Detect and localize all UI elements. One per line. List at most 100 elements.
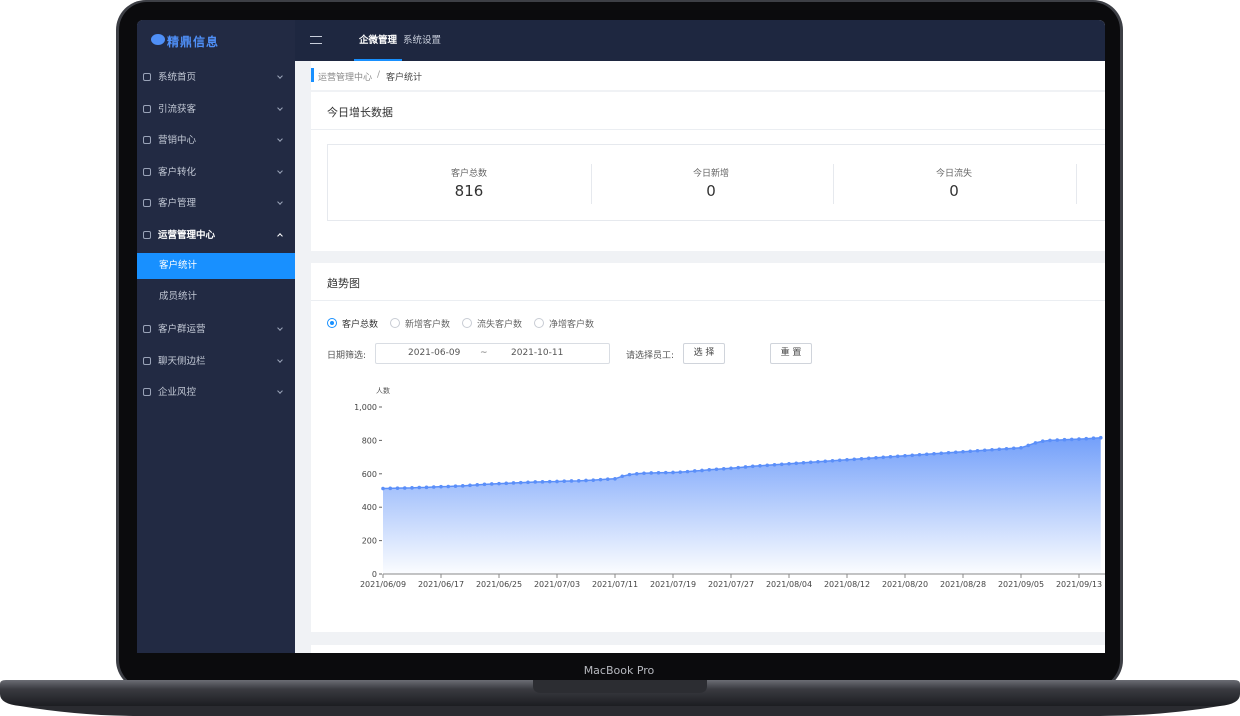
- radio-label[interactable]: 客户总数: [342, 320, 379, 330]
- point: [932, 451, 936, 456]
- divider: [311, 129, 1105, 130]
- date-start: 2021-06-09: [408, 348, 461, 358]
- point: [765, 463, 770, 468]
- menu-item[interactable]: 企业风控: [137, 379, 295, 406]
- line: [382, 436, 1101, 490]
- brand: 精鼎信息: [167, 35, 220, 49]
- radio-label[interactable]: 净增客户数: [549, 320, 595, 330]
- stat-value: 816: [454, 182, 484, 200]
- nav-tab[interactable]: 企微管理: [354, 20, 403, 61]
- point: [714, 467, 719, 472]
- menu-item[interactable]: 系统首页: [137, 64, 295, 91]
- submenu-item[interactable]: 客户统计: [137, 252, 295, 279]
- y-tick-label: 0: [372, 570, 377, 579]
- point: [1077, 437, 1081, 441]
- point: [895, 454, 900, 459]
- sidebar: [137, 20, 295, 653]
- point: [845, 457, 849, 462]
- menu-item[interactable]: 客户转化: [137, 159, 295, 186]
- y-tick-label: 1,000: [354, 403, 377, 412]
- date-separator: ~: [480, 348, 488, 358]
- point: [388, 486, 393, 491]
- point: [381, 486, 385, 491]
- divider: [311, 300, 1105, 301]
- point: [605, 477, 610, 481]
- point: [410, 486, 414, 490]
- point: [743, 465, 748, 469]
- point: [417, 485, 422, 490]
- point: [620, 474, 625, 479]
- logo-icon: [151, 34, 165, 45]
- point: [1026, 443, 1031, 448]
- menu-item[interactable]: 客户群运营: [137, 316, 295, 343]
- menu-label: 营销中心: [158, 135, 197, 146]
- point: [540, 480, 545, 484]
- menu-item[interactable]: 客户管理: [137, 190, 295, 217]
- point: [453, 484, 458, 488]
- trend-chart: 人数 0 200 400 600 800 1,000 2021/06/09 2021/06/17…: [354, 386, 1105, 589]
- point: [1091, 436, 1096, 441]
- menu-label: 引流获客: [158, 103, 197, 115]
- point: [1069, 437, 1074, 442]
- breadcrumb-marker: [311, 68, 314, 82]
- breadcrumb-item: 客户统计: [386, 73, 423, 83]
- point: [1055, 438, 1060, 442]
- breadcrumb-item[interactable]: 运营管理中心: [318, 73, 373, 83]
- point: [917, 452, 922, 457]
- point: [779, 462, 784, 467]
- radio-label[interactable]: 新增客户数: [405, 320, 451, 330]
- point: [801, 460, 806, 465]
- radio[interactable]: [327, 318, 337, 328]
- date-range[interactable]: [375, 343, 610, 364]
- point: [526, 480, 530, 485]
- x-tick-label: 2021/07/11: [592, 580, 638, 589]
- point: [678, 470, 683, 474]
- menu-item[interactable]: 营销中心: [137, 127, 295, 154]
- point: [1011, 446, 1016, 451]
- menu-item[interactable]: 引流获客: [137, 96, 295, 123]
- point: [1004, 446, 1009, 451]
- point: [772, 462, 777, 467]
- point: [859, 456, 864, 461]
- point: [1033, 441, 1038, 445]
- filter-label: 日期筛选:: [327, 351, 367, 361]
- stat-divider: [1076, 164, 1077, 204]
- point: [504, 481, 509, 486]
- point: [1019, 445, 1023, 450]
- point: [888, 454, 893, 459]
- radio[interactable]: [390, 318, 400, 328]
- radio-label[interactable]: 流失客户数: [477, 320, 523, 330]
- point: [808, 460, 813, 465]
- point: [997, 447, 1002, 452]
- nav-tab[interactable]: 系统设置: [403, 35, 442, 46]
- point: [881, 455, 886, 460]
- breadcrumb-bar: [311, 61, 1105, 90]
- stat-label: 今日流失: [935, 169, 972, 179]
- point: [518, 480, 523, 485]
- point: [613, 477, 617, 481]
- menu-item[interactable]: 聊天侧边栏: [137, 348, 295, 375]
- x-tick-label: 2021/09/13: [1056, 580, 1102, 589]
- point: [497, 481, 501, 486]
- menu-item[interactable]: 运营管理中心: [137, 222, 295, 249]
- point: [924, 452, 929, 457]
- point: [511, 481, 516, 485]
- menu-label: 客户管理: [158, 198, 197, 209]
- reset-button[interactable]: 重 置: [770, 343, 812, 364]
- point: [837, 458, 842, 463]
- submenu-item[interactable]: 成员统计: [159, 291, 198, 302]
- x-tick-label: 2021/08/28: [940, 580, 986, 589]
- point: [460, 484, 465, 488]
- select-button[interactable]: 选 择: [683, 343, 725, 364]
- menu-toggle[interactable]: [310, 36, 322, 44]
- radio[interactable]: [534, 318, 544, 328]
- point: [475, 483, 480, 487]
- point: [975, 448, 980, 453]
- point: [830, 458, 835, 463]
- y-axis-label: 人数: [376, 386, 390, 395]
- point: [402, 486, 407, 490]
- point: [1098, 435, 1103, 440]
- date-end: 2021-10-11: [511, 348, 564, 358]
- radio[interactable]: [462, 318, 472, 328]
- point: [903, 453, 907, 458]
